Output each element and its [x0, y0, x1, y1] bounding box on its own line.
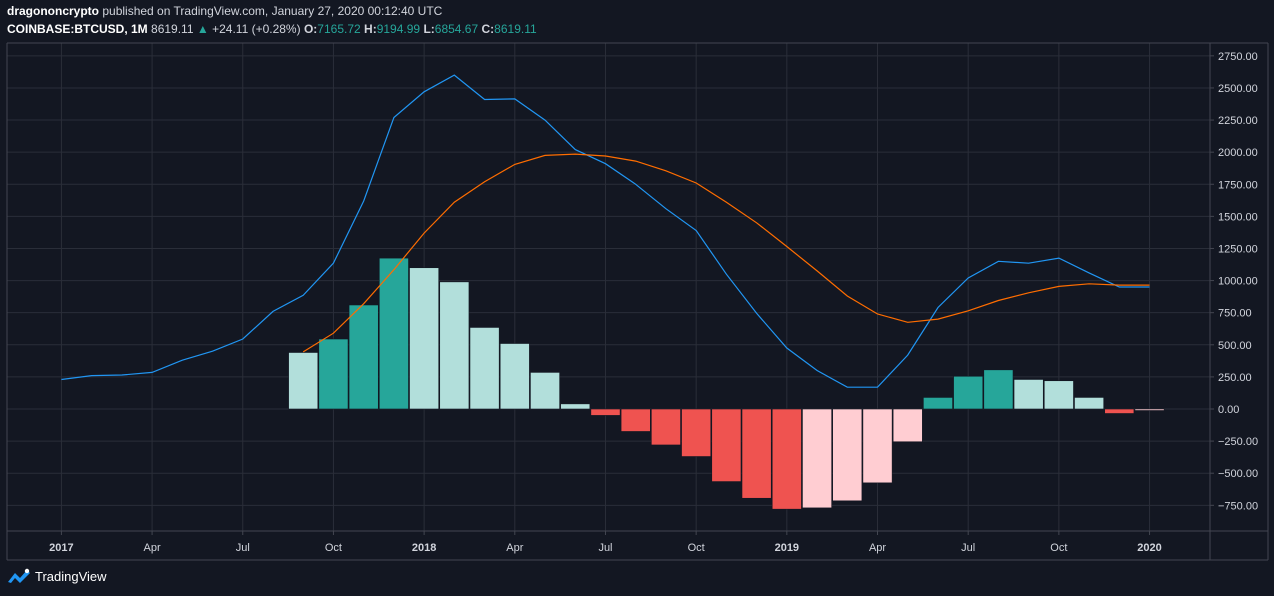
symbol-info: COINBASE:BTCUSD, 1M 8619.11 ▲ +24.11 (+0… — [7, 22, 537, 36]
histogram-bar — [953, 375, 984, 410]
histogram-bar — [651, 408, 681, 446]
histogram-bar — [1013, 379, 1044, 410]
y-tick-label: −500.00 — [1218, 468, 1258, 480]
histogram-bar — [590, 408, 621, 416]
y-tick-label: 1000.00 — [1218, 276, 1258, 288]
brand-name: TradingView — [35, 568, 107, 584]
x-tick-label: Apr — [869, 542, 886, 554]
x-tick-label: Apr — [144, 542, 161, 554]
histogram-bar — [832, 408, 863, 502]
histogram-bar — [862, 408, 893, 484]
histogram-bar — [1074, 397, 1105, 410]
y-tick-label: −750.00 — [1218, 500, 1258, 512]
high-label: H: — [364, 22, 377, 36]
histogram-bar — [409, 267, 440, 410]
close-label: C: — [481, 22, 495, 36]
x-tick-label: Jul — [598, 542, 612, 554]
y-tick-label: 500.00 — [1218, 340, 1252, 352]
author-name[interactable]: dragononcrypto — [7, 4, 99, 18]
histogram-bar — [983, 369, 1014, 410]
published-text: published on TradingView.com, January 27… — [102, 4, 443, 18]
macd-line — [61, 74, 1150, 388]
y-tick-label: 0.00 — [1218, 404, 1239, 416]
histogram-bar — [1134, 408, 1165, 411]
x-tick-label: 2018 — [412, 542, 436, 554]
x-tick-label: Oct — [688, 542, 705, 554]
histogram-bar — [892, 408, 923, 443]
histogram-bar — [439, 281, 470, 410]
y-tick-label: 2250.00 — [1218, 115, 1258, 127]
histogram-bar — [681, 408, 712, 457]
histogram-bar — [348, 304, 379, 410]
y-tick-label: 750.00 — [1218, 308, 1252, 320]
histogram-bar — [923, 397, 953, 410]
histogram-bar — [741, 408, 772, 499]
x-tick-label: Jul — [961, 542, 975, 554]
low-value: 6854.67 — [434, 22, 479, 36]
x-tick-label: Jul — [236, 542, 250, 554]
close-value: 8619.11 — [494, 22, 537, 36]
signal-line — [302, 153, 1150, 353]
histogram-bar — [771, 408, 802, 510]
histogram-bar — [288, 352, 319, 410]
y-tick-label: 2000.00 — [1218, 147, 1258, 159]
x-tick-label: 2020 — [1137, 542, 1161, 554]
histogram-bar — [620, 408, 651, 432]
y-tick-label: 2750.00 — [1218, 51, 1258, 63]
histogram-bar — [469, 327, 500, 410]
up-arrow-icon: ▲ — [196, 22, 209, 36]
symbol-name[interactable]: COINBASE:BTCUSD, 1M — [7, 22, 148, 36]
histogram-bar — [499, 343, 530, 410]
histogram-bar — [1043, 380, 1074, 410]
histogram-bar — [318, 338, 349, 410]
histogram-bar — [1104, 408, 1135, 414]
histogram-bar — [802, 408, 832, 509]
open-value: 7165.72 — [317, 22, 361, 36]
price-change: +24.11 (+0.28%) — [212, 22, 301, 36]
y-tick-label: 250.00 — [1218, 372, 1252, 384]
open-label: O: — [303, 22, 318, 36]
x-tick-label: 2017 — [49, 542, 73, 554]
x-tick-label: Oct — [1050, 542, 1067, 554]
y-tick-label: −250.00 — [1218, 436, 1258, 448]
low-label: L: — [423, 22, 435, 36]
x-tick-label: 2019 — [775, 542, 799, 554]
y-tick-label: 1750.00 — [1218, 179, 1258, 191]
x-tick-label: Oct — [325, 542, 342, 554]
publish-info: dragononcrypto published on TradingView.… — [7, 4, 442, 18]
last-price: 8619.11 — [151, 22, 194, 36]
y-tick-label: 2500.00 — [1218, 83, 1258, 95]
tradingview-branding[interactable]: TradingView — [7, 568, 107, 584]
histogram-bar — [711, 408, 742, 482]
tradingview-logo-icon — [8, 568, 30, 583]
histogram-bar — [378, 257, 409, 410]
high-value: 9194.99 — [376, 22, 421, 36]
y-tick-label: 1500.00 — [1218, 211, 1258, 223]
x-tick-label: Apr — [506, 542, 523, 554]
y-tick-label: 1250.00 — [1218, 243, 1258, 255]
histogram-bar — [560, 403, 591, 410]
histogram-bar — [530, 372, 560, 410]
